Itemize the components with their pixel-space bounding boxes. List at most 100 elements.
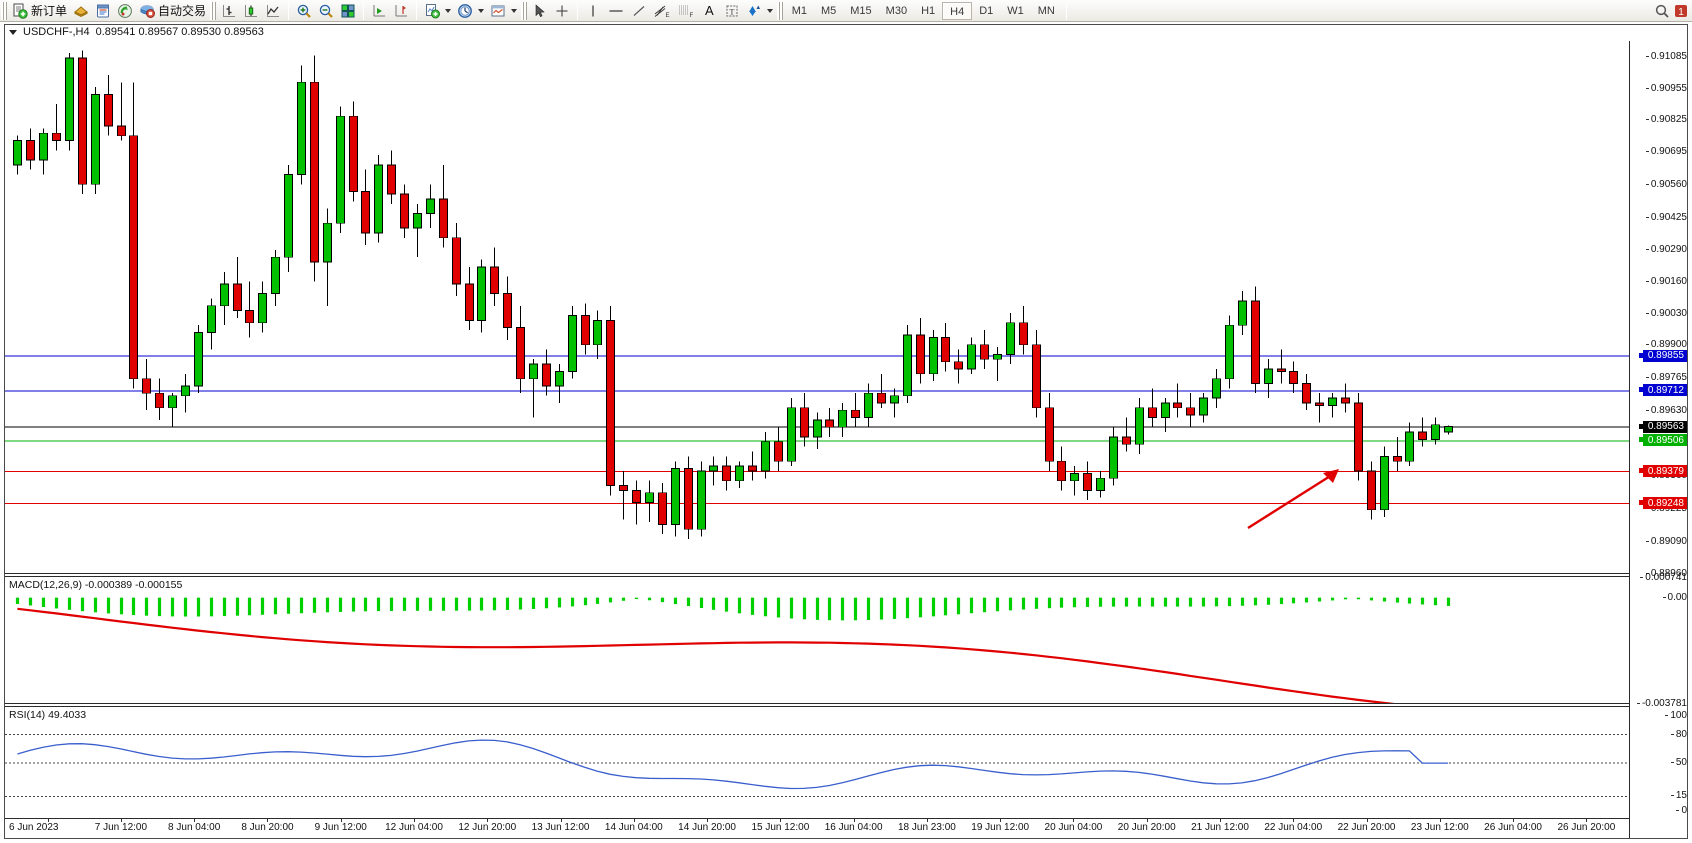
timeframe-m15[interactable]: M15 — [850, 4, 872, 17]
timeframe-h4[interactable]: H4 — [942, 1, 973, 20]
cursor-arrow-icon — [532, 3, 548, 19]
toolbar-divider-5 — [1065, 1, 1067, 20]
chevron-down-icon[interactable] — [766, 8, 773, 13]
time-tick — [1000, 819, 1002, 822]
chart-plot-area[interactable]: MACD(12,26,9) -0.000389 -0.000155 RSI(14… — [5, 41, 1687, 838]
indicators-button[interactable] — [421, 1, 454, 21]
macd-pane[interactable] — [5, 577, 1629, 703]
timeframe-m1[interactable]: M1 — [791, 4, 807, 17]
cursor-tool[interactable] — [529, 1, 551, 21]
pane-separator-2 — [5, 703, 1629, 704]
resistance-line-2-badge[interactable]: 0.89712 — [1638, 384, 1687, 397]
time-tick-label: 20 Jun 20:00 — [1117, 822, 1176, 833]
expert-advisors-button[interactable] — [70, 1, 92, 21]
current-price-line-badge[interactable]: 0.89563 — [1638, 420, 1687, 433]
toolbar-grip-2[interactable] — [210, 1, 217, 20]
toolbar-grip-1[interactable] — [1, 1, 7, 20]
chart-window[interactable]: USDCHF-,H4 0.89541 0.89567 0.89530 0.895… — [4, 24, 1688, 839]
candlestick-chart-button[interactable] — [240, 1, 262, 21]
svg-text:F: F — [690, 13, 694, 19]
chevron-down-icon[interactable] — [478, 8, 485, 13]
horizontal-line-tool[interactable] — [604, 1, 628, 21]
price-tick: 0.90695 — [1645, 146, 1687, 157]
templates-button[interactable] — [487, 1, 520, 21]
chevron-down-icon[interactable] — [511, 8, 518, 13]
horizontal-line-icon — [607, 3, 625, 19]
crosshair-tool[interactable] — [551, 1, 573, 21]
time-tick — [853, 819, 855, 822]
time-tick-label: 14 Jun 04:00 — [604, 822, 663, 833]
price-pane[interactable] — [5, 41, 1629, 573]
support-line-1-badge[interactable]: 0.89379 — [1638, 465, 1687, 478]
signals-button[interactable] — [114, 1, 136, 21]
fibonacci-icon: F — [677, 3, 695, 19]
price-candles-svg — [5, 50, 1629, 539]
rsi-label: RSI(14) 49.4033 — [9, 709, 89, 721]
timeframe-m30[interactable]: M30 — [885, 4, 908, 17]
fibonacci-tool[interactable]: F — [674, 1, 698, 21]
time-tick-label: 6 Jun 2023 — [9, 822, 59, 833]
vertical-line-icon — [585, 3, 601, 19]
vertical-line-tool[interactable] — [582, 1, 604, 21]
timeframe-mn[interactable]: MN — [1037, 4, 1055, 17]
time-tick — [194, 819, 196, 822]
rsi-tick: 50 — [1670, 757, 1687, 768]
time-tick-label: 22 Jun 04:00 — [1264, 822, 1323, 833]
data-window-button[interactable] — [92, 1, 114, 21]
zoom-in-button[interactable] — [293, 1, 315, 21]
price-level-value: 0.89248 — [1647, 497, 1684, 509]
timeframe-d1[interactable]: D1 — [979, 4, 994, 17]
price-tick: 0.89630 — [1645, 405, 1687, 416]
trendline-icon — [631, 3, 647, 19]
time-tick-label: 22 Jun 20:00 — [1337, 822, 1396, 833]
toolbar-grip-4[interactable] — [776, 1, 783, 20]
price-tick: 0.90825 — [1645, 114, 1687, 125]
new-order-button[interactable]: 新订单 — [9, 1, 70, 21]
time-tick-label: 12 Jun 04:00 — [385, 822, 443, 833]
zoom-out-button[interactable] — [315, 1, 337, 21]
auto-scroll-icon — [371, 3, 387, 19]
bar-chart-button[interactable] — [218, 1, 240, 21]
price-tick: 0.88960 — [1645, 568, 1687, 579]
resistance-line-1-badge[interactable]: 0.89855 — [1638, 349, 1687, 362]
auto-scroll-button[interactable] — [368, 1, 390, 21]
price-tick-label: 0.90425 — [1650, 211, 1687, 223]
rsi-pane[interactable] — [5, 707, 1629, 820]
time-tick-label: 21 Jun 12:00 — [1191, 822, 1249, 833]
price-tick: 0.90290 — [1645, 244, 1687, 255]
time-tick — [560, 819, 562, 822]
time-tick — [780, 819, 782, 822]
price-tick-label: 0.89090 — [1650, 535, 1687, 547]
alert-badge-icon[interactable]: 1 — [1673, 3, 1689, 19]
timeframe-h1[interactable]: H1 — [921, 4, 936, 17]
time-axis[interactable]: 6 Jun 2023 7 Jun 12:00 8 Jun 04:00 8 Jun 20… — [5, 818, 1629, 838]
equidistant-channel-tool[interactable]: E — [650, 1, 674, 21]
time-tick — [1439, 819, 1441, 822]
toolbar-grip-3[interactable] — [521, 1, 528, 20]
time-tick — [633, 819, 635, 822]
text-label-icon: T — [724, 3, 740, 19]
zoom-out-icon — [318, 3, 334, 19]
time-tick — [1513, 819, 1515, 822]
arrows-icon — [746, 3, 762, 19]
arrows-tool[interactable] — [743, 1, 776, 21]
autotrading-button[interactable]: 自动交易 — [136, 1, 209, 21]
trendline-tool[interactable] — [628, 1, 650, 21]
timeframe-w1[interactable]: W1 — [1007, 4, 1024, 17]
price-tick: 0.90160 — [1645, 276, 1687, 287]
support-line-2-badge[interactable]: 0.89248 — [1638, 497, 1687, 510]
periods-button[interactable] — [454, 1, 487, 21]
bid-line-badge[interactable]: 0.89506 — [1638, 434, 1687, 447]
tile-windows-button[interactable] — [337, 1, 359, 21]
text-tool[interactable]: A — [698, 1, 721, 21]
bar-chart-icon — [221, 3, 237, 19]
text-label-tool[interactable]: T — [721, 1, 743, 21]
chart-shift-button[interactable] — [390, 1, 412, 21]
search-icon[interactable] — [1654, 3, 1670, 19]
timeframe-m5[interactable]: M5 — [820, 4, 837, 17]
chart-menu-caret-icon[interactable] — [9, 29, 17, 35]
chevron-down-icon[interactable] — [445, 8, 452, 13]
line-chart-button[interactable] — [262, 1, 284, 21]
price-axis[interactable]: 0.91085 0.90955 0.90825 0.90695 0.90560 0.904… — [1629, 41, 1687, 838]
time-tick — [120, 819, 122, 822]
